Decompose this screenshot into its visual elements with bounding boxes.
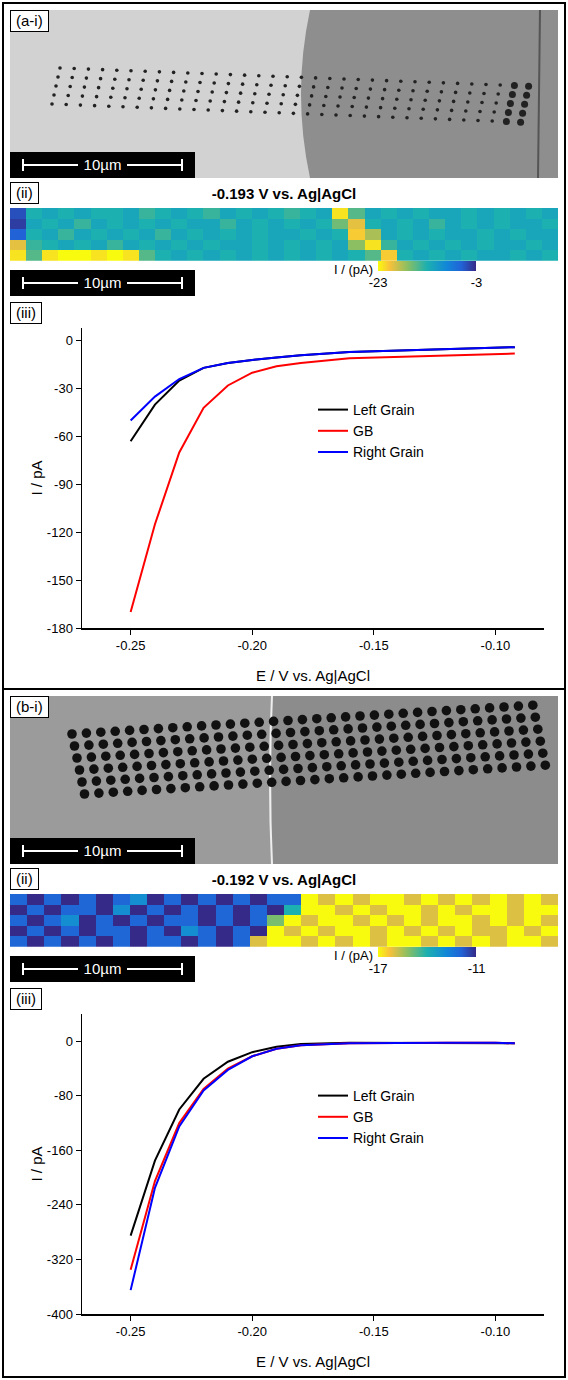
html-text:(ii): (ii) bbox=[16, 184, 33, 201]
svg-text:-400: -400 bbox=[47, 1307, 73, 1322]
svg-text:-23: -23 bbox=[369, 275, 388, 290]
svg-text:-80: -80 bbox=[54, 1088, 73, 1103]
html-text:10µm: 10µm bbox=[83, 960, 122, 977]
svg-text:E / V vs. Ag|AgCl: E / V vs. Ag|AgCl bbox=[256, 1353, 370, 1370]
svg-text:GB: GB bbox=[353, 1109, 373, 1125]
svg-text:-0.10: -0.10 bbox=[481, 638, 511, 653]
svg-text:-120: -120 bbox=[47, 525, 73, 540]
svg-text:Left Grain: Left Grain bbox=[353, 1088, 414, 1104]
svg-text:Right Grain: Right Grain bbox=[353, 1130, 424, 1146]
svg-text:-0.10: -0.10 bbox=[481, 1324, 511, 1339]
svg-text:-11: -11 bbox=[468, 961, 486, 976]
svg-text:-0.25: -0.25 bbox=[116, 638, 146, 653]
svg-text:-3: -3 bbox=[471, 275, 483, 290]
svg-text:0: 0 bbox=[66, 333, 73, 348]
html-text:10µm: 10µm bbox=[83, 156, 122, 173]
html-text:-0.193 V vs. Ag|AgCl: -0.193 V vs. Ag|AgCl bbox=[211, 185, 357, 202]
svg-text:E / V vs. Ag|AgCl: E / V vs. Ag|AgCl bbox=[256, 667, 370, 684]
svg-text:I / (pA): I / (pA) bbox=[334, 262, 373, 277]
svg-text:-320: -320 bbox=[47, 1252, 73, 1267]
svg-text:I / pA: I / pA bbox=[28, 460, 45, 495]
svg-text:-90: -90 bbox=[54, 477, 73, 492]
svg-text:-0.15: -0.15 bbox=[359, 638, 389, 653]
html-text:-0.192 V vs. Ag|AgCl: -0.192 V vs. Ag|AgCl bbox=[211, 871, 357, 888]
svg-text:Right Grain: Right Grain bbox=[353, 444, 424, 460]
html-text:(ii): (ii) bbox=[16, 870, 33, 887]
svg-text:-17: -17 bbox=[369, 961, 388, 976]
html-text:(iii): (iii) bbox=[16, 304, 36, 321]
svg-text:-240: -240 bbox=[47, 1197, 73, 1212]
svg-text:-150: -150 bbox=[47, 573, 73, 588]
html-text:10µm: 10µm bbox=[83, 274, 122, 291]
svg-text:0: 0 bbox=[66, 1034, 73, 1049]
html-text:(iii): (iii) bbox=[16, 990, 36, 1007]
svg-text:-160: -160 bbox=[47, 1143, 73, 1158]
svg-text:GB: GB bbox=[353, 423, 373, 439]
svg-text:I / (pA): I / (pA) bbox=[334, 948, 373, 963]
svg-text:-0.25: -0.25 bbox=[116, 1324, 146, 1339]
svg-text:I / pA: I / pA bbox=[28, 1146, 45, 1181]
svg-text:-0.20: -0.20 bbox=[237, 638, 267, 653]
svg-text:-30: -30 bbox=[54, 381, 73, 396]
svg-text:Left Grain: Left Grain bbox=[353, 402, 414, 418]
html-text:10µm: 10µm bbox=[83, 842, 122, 859]
svg-text:-0.20: -0.20 bbox=[237, 1324, 267, 1339]
svg-text:-180: -180 bbox=[47, 621, 73, 636]
html-text:(a-i): (a-i) bbox=[16, 12, 43, 29]
svg-text:-0.15: -0.15 bbox=[359, 1324, 389, 1339]
svg-text:-60: -60 bbox=[54, 429, 73, 444]
html-text:(b-i): (b-i) bbox=[16, 698, 43, 715]
